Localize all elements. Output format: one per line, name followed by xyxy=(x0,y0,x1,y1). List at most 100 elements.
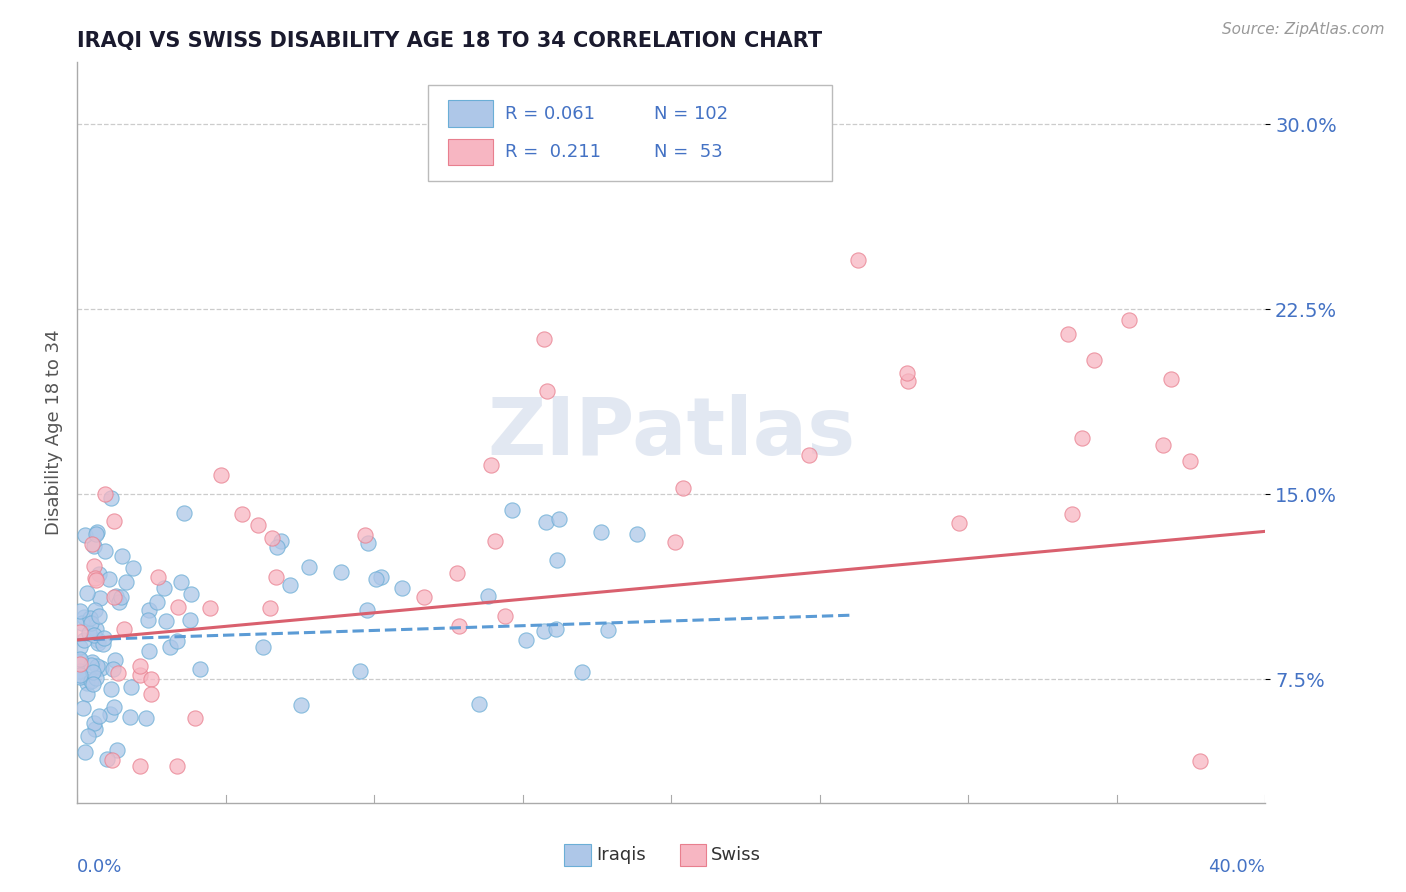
Bar xyxy=(449,100,494,127)
Point xyxy=(200,600,222,615)
Point xyxy=(107,666,129,681)
Text: N =  53: N = 53 xyxy=(654,143,723,161)
Point xyxy=(1160,372,1182,386)
Point xyxy=(148,570,170,584)
Point xyxy=(82,665,104,680)
Point xyxy=(357,536,380,550)
Point xyxy=(104,653,127,667)
Point xyxy=(69,670,91,684)
Point xyxy=(266,541,288,555)
Text: IRAQI VS SWISS DISABILITY AGE 18 TO 34 CORRELATION CHART: IRAQI VS SWISS DISABILITY AGE 18 TO 34 C… xyxy=(77,31,823,51)
Point xyxy=(356,603,378,617)
Point xyxy=(278,578,301,592)
Point xyxy=(75,745,97,759)
Point xyxy=(103,591,125,605)
Text: Source: ZipAtlas.com: Source: ZipAtlas.com xyxy=(1222,22,1385,37)
Point xyxy=(114,575,136,590)
Point xyxy=(501,502,523,516)
Point xyxy=(69,640,91,654)
Point xyxy=(252,640,274,655)
Point xyxy=(69,624,91,639)
Point xyxy=(170,574,193,589)
Point xyxy=(533,332,555,346)
Point xyxy=(91,637,114,651)
Point xyxy=(139,688,162,702)
Point xyxy=(73,610,96,624)
Point xyxy=(391,581,413,595)
Point xyxy=(120,681,142,695)
Point xyxy=(86,659,108,673)
Point xyxy=(180,586,202,600)
Point xyxy=(370,570,392,584)
Point xyxy=(664,535,686,549)
Point xyxy=(1189,754,1212,768)
Point xyxy=(118,710,141,724)
Point xyxy=(447,619,470,633)
Point xyxy=(70,616,93,631)
Bar xyxy=(679,844,706,866)
Point xyxy=(167,599,190,614)
Point xyxy=(69,653,91,667)
Text: ZIPatlas: ZIPatlas xyxy=(488,393,855,472)
Point xyxy=(264,569,287,583)
Point xyxy=(672,481,695,495)
Point xyxy=(84,722,107,736)
Point xyxy=(536,384,558,398)
Point xyxy=(77,729,100,743)
Point xyxy=(152,581,174,595)
Point xyxy=(209,468,232,483)
Point xyxy=(75,528,97,542)
Point xyxy=(297,559,319,574)
Point xyxy=(98,572,121,586)
Point xyxy=(84,671,107,685)
Point xyxy=(799,448,821,462)
Point xyxy=(173,507,195,521)
Point xyxy=(129,658,152,673)
Point xyxy=(190,662,212,676)
Point xyxy=(93,543,115,558)
Point xyxy=(591,525,613,540)
Point xyxy=(112,623,135,637)
Point xyxy=(87,633,110,648)
Point xyxy=(270,534,292,549)
Point xyxy=(76,675,98,690)
Text: R = 0.061: R = 0.061 xyxy=(505,104,595,122)
Point xyxy=(103,699,125,714)
Text: 40.0%: 40.0% xyxy=(1209,858,1265,876)
Point xyxy=(84,571,107,585)
Point xyxy=(84,573,107,587)
Point xyxy=(166,634,188,648)
Point xyxy=(128,667,150,681)
Point xyxy=(364,572,387,586)
Point xyxy=(446,566,468,580)
Point xyxy=(231,507,253,521)
Point xyxy=(1178,454,1201,468)
Point xyxy=(89,567,111,582)
Point xyxy=(107,743,129,757)
Point xyxy=(77,625,100,640)
Point xyxy=(87,636,110,650)
Point xyxy=(93,487,115,501)
Bar xyxy=(449,138,494,165)
Point xyxy=(546,553,568,567)
Point xyxy=(111,549,134,564)
Point xyxy=(100,681,122,696)
Point xyxy=(83,559,105,574)
Text: N = 102: N = 102 xyxy=(654,104,728,122)
FancyBboxPatch shape xyxy=(427,85,832,181)
Point xyxy=(80,655,103,669)
Point xyxy=(146,595,169,609)
Text: 0.0%: 0.0% xyxy=(77,858,122,876)
Point xyxy=(494,609,516,624)
Point xyxy=(1057,326,1080,341)
Point xyxy=(80,673,103,688)
Point xyxy=(86,524,108,539)
Point xyxy=(107,595,129,609)
Point xyxy=(626,526,648,541)
Point xyxy=(122,560,145,574)
Point xyxy=(1083,352,1105,367)
Point xyxy=(89,591,111,605)
Point xyxy=(596,624,619,638)
Point xyxy=(166,758,188,772)
Point xyxy=(89,609,111,624)
